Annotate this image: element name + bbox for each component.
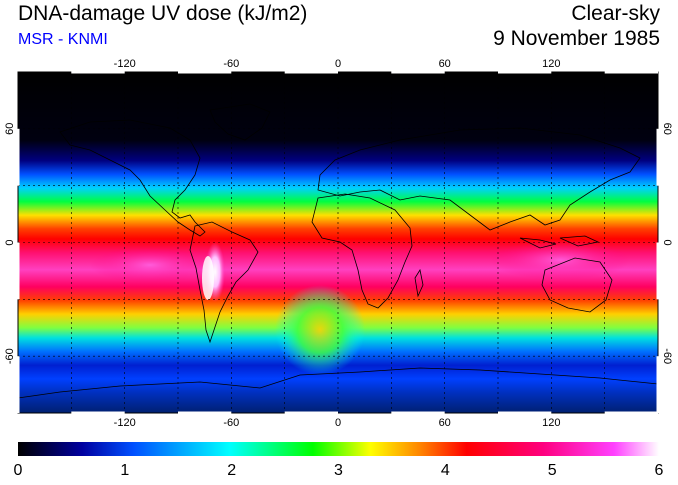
colorbar-tick-1: 1: [120, 462, 129, 479]
lon-tick-top-120: 120: [542, 58, 560, 70]
condition-label: Clear-sky: [571, 2, 660, 25]
colorbar-tick-2: 2: [227, 462, 236, 479]
lon-tick-bottom-60: 60: [439, 417, 451, 429]
lat-tick-left-neg60: -60: [4, 348, 16, 364]
date-label: 9 November 1985: [493, 27, 660, 50]
lon-tick-top-neg60: -60: [223, 58, 239, 70]
map-frame: [16, 70, 660, 415]
lon-tick-bottom-neg120: -120: [114, 417, 136, 429]
colorbar-tick-5: 5: [548, 462, 557, 479]
lon-tick-bottom-120: 120: [542, 417, 560, 429]
lon-tick-top-neg120: -120: [114, 58, 136, 70]
lon-tick-top-0: 0: [335, 58, 341, 70]
colorbar: [18, 442, 659, 456]
lat-tick-right-60: 60: [661, 123, 673, 135]
lon-tick-top-60: 60: [439, 58, 451, 70]
lon-tick-bottom-0: 0: [335, 417, 341, 429]
colorbar-tick-3: 3: [334, 462, 343, 479]
colorbar-tick-4: 4: [441, 462, 450, 479]
source-label: MSR - KNMI: [18, 31, 108, 48]
lat-tick-left-0: 0: [4, 239, 16, 245]
graticule: [18, 72, 658, 413]
lat-tick-left-60: 60: [4, 123, 16, 135]
colorbar-tick-6: 6: [655, 462, 664, 479]
lat-tick-right-neg60: -60: [661, 348, 673, 364]
colorbar-tick-0: 0: [14, 462, 23, 479]
chart-title: DNA-damage UV dose (kJ/m2): [18, 2, 308, 25]
lon-tick-bottom-neg60: -60: [223, 417, 239, 429]
coastlines: [18, 103, 658, 413]
lat-tick-right-0: 0: [661, 239, 673, 245]
